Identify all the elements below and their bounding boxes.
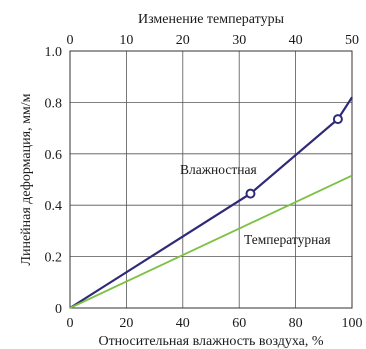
x-tick-label: 80 bbox=[289, 316, 303, 331]
y-tick-label: 0.2 bbox=[45, 251, 63, 266]
series-line-0 bbox=[69, 96, 353, 309]
x-tick-label: 100 bbox=[342, 316, 363, 331]
series-label-vlazhnostnaya: Влажностная bbox=[180, 162, 257, 177]
top-axis-title: Изменение температуры bbox=[138, 12, 285, 27]
top-tick-label: 50 bbox=[345, 33, 359, 48]
x-tick-label: 0 bbox=[67, 316, 74, 331]
top-tick-label: 20 bbox=[176, 33, 190, 48]
top-tick-label: 40 bbox=[289, 33, 303, 48]
series-layer bbox=[69, 96, 353, 309]
y-tick-label: 0.6 bbox=[45, 148, 63, 163]
plot-frame bbox=[69, 50, 353, 309]
y-tick-label: 0 bbox=[55, 302, 62, 317]
grid bbox=[69, 50, 353, 309]
y-tick-label: 0.8 bbox=[45, 96, 63, 111]
y-tick-label: 1.0 bbox=[45, 45, 63, 60]
series-label-temperaturnaya: Температурная bbox=[244, 232, 331, 247]
x-tick-label: 40 bbox=[176, 316, 190, 331]
y-tick-label: 0.4 bbox=[45, 199, 63, 214]
series-line-1 bbox=[69, 174, 353, 309]
top-tick-label: 10 bbox=[119, 33, 133, 48]
x-tick-label: 60 bbox=[232, 316, 246, 331]
series-marker-0 bbox=[245, 188, 256, 199]
x-tick-label: 20 bbox=[119, 316, 133, 331]
top-tick-label: 0 bbox=[67, 33, 74, 48]
top-tick-label: 30 bbox=[232, 33, 246, 48]
series-marker-0 bbox=[332, 114, 343, 125]
y-axis-title: Линейная деформация, мм/м bbox=[19, 93, 34, 265]
ticks-layer: 0 20 40 60 80 100 0 10 20 30 40 50 0 0.2 0.4 0.6 0.8 1.0 bbox=[45, 33, 363, 331]
x-axis-title: Относительная влажность воздуха, % bbox=[98, 334, 323, 349]
